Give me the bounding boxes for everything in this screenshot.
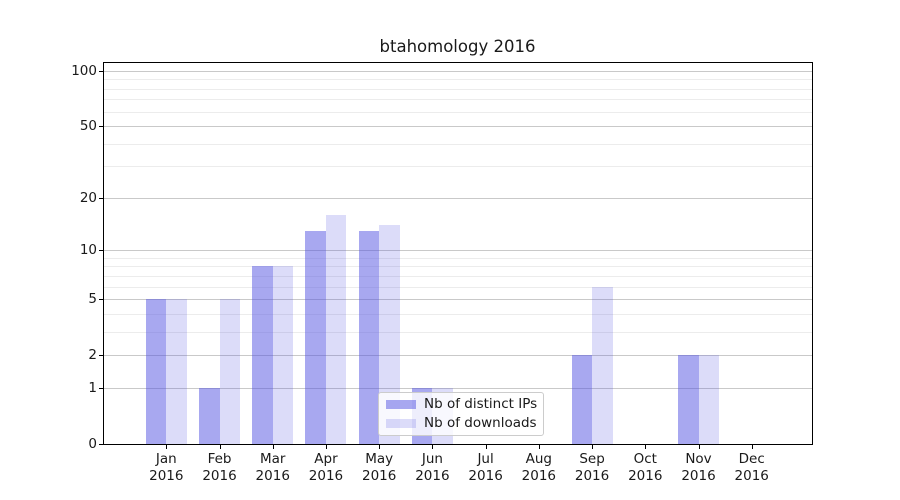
y-tick-label: 5 bbox=[88, 291, 97, 308]
bar-distinct-ips bbox=[358, 230, 380, 444]
bar-distinct-ips bbox=[252, 266, 273, 444]
x-tick-label: Jun 2016 bbox=[415, 451, 450, 484]
x-tick-label: Jan 2016 bbox=[149, 451, 184, 484]
gridline-minor bbox=[104, 313, 812, 315]
gridline-minor bbox=[104, 143, 812, 145]
gridline-minor bbox=[104, 275, 812, 277]
gridline-major bbox=[104, 250, 812, 252]
y-tick-mark bbox=[99, 299, 103, 301]
gridline-minor bbox=[104, 88, 812, 90]
y-tick-label: 50 bbox=[79, 118, 97, 135]
y-tick-mark bbox=[99, 387, 103, 389]
bar-downloads bbox=[219, 299, 241, 444]
bar-downloads bbox=[379, 225, 400, 444]
x-tick-label: May 2016 bbox=[361, 451, 397, 484]
y-tick-label: 10 bbox=[79, 242, 97, 259]
x-tick-mark bbox=[592, 445, 594, 449]
legend-label: Nb of downloads bbox=[424, 415, 537, 431]
y-tick-mark bbox=[99, 444, 103, 445]
bar-distinct-ips bbox=[145, 299, 167, 444]
legend-swatch-icon bbox=[386, 400, 416, 409]
y-tick-mark bbox=[99, 126, 103, 128]
x-tick-label: Dec 2016 bbox=[734, 451, 769, 484]
bar-distinct-ips bbox=[571, 355, 593, 444]
legend-label: Nb of distinct IPs bbox=[424, 396, 538, 412]
x-tick-label: Feb 2016 bbox=[202, 451, 237, 484]
gridline-minor bbox=[104, 111, 812, 113]
gridline-minor bbox=[104, 266, 812, 268]
x-tick-label: Oct 2016 bbox=[628, 451, 663, 484]
bar-downloads bbox=[325, 214, 347, 444]
y-tick-label: 20 bbox=[79, 189, 97, 206]
gridline-minor bbox=[104, 79, 812, 81]
y-tick-label: 2 bbox=[88, 347, 97, 364]
gridline-minor bbox=[104, 166, 812, 168]
gridline-minor bbox=[104, 99, 812, 101]
gridline-major bbox=[104, 355, 812, 357]
legend: Nb of distinct IPs Nb of downloads bbox=[378, 392, 544, 436]
gridline-minor bbox=[104, 257, 812, 259]
gridline-major bbox=[104, 197, 812, 199]
x-tick-label: Apr 2016 bbox=[308, 451, 344, 484]
gridline-major bbox=[104, 387, 812, 389]
y-tick-label: 0 bbox=[88, 436, 97, 452]
x-tick-mark bbox=[698, 445, 700, 449]
bar-distinct-ips bbox=[199, 387, 220, 444]
gridline-major bbox=[104, 299, 812, 301]
plot-spine-bottom bbox=[103, 444, 813, 445]
x-tick-label: Mar 2016 bbox=[255, 451, 290, 484]
bar-downloads bbox=[698, 355, 719, 444]
y-tick-label: 100 bbox=[71, 62, 97, 79]
bar-distinct-ips bbox=[305, 230, 326, 444]
chart-title: btahomology 2016 bbox=[379, 37, 536, 56]
x-tick-mark bbox=[379, 445, 381, 449]
plot-spine-left bbox=[103, 62, 104, 445]
x-tick-label: Aug 2016 bbox=[521, 451, 556, 484]
bar-downloads bbox=[272, 266, 294, 444]
legend-item: Nb of distinct IPs bbox=[386, 397, 543, 412]
x-tick-mark bbox=[538, 445, 540, 449]
x-tick-mark bbox=[485, 445, 487, 449]
y-tick-mark bbox=[99, 250, 103, 252]
y-tick-mark bbox=[99, 197, 103, 199]
x-tick-label: Jul 2016 bbox=[468, 451, 503, 484]
y-tick-label: 1 bbox=[88, 379, 97, 396]
x-tick-label: Sep 2016 bbox=[574, 451, 610, 484]
legend-item: Nb of downloads bbox=[386, 416, 543, 431]
gridline-minor bbox=[104, 331, 812, 333]
bar-distinct-ips bbox=[678, 355, 699, 444]
plot-spine-top bbox=[103, 62, 813, 63]
gridline-minor bbox=[104, 286, 812, 288]
legend-swatch-icon bbox=[386, 419, 416, 428]
x-tick-mark bbox=[432, 445, 434, 449]
gridline-major bbox=[104, 70, 812, 72]
bar-downloads bbox=[166, 299, 187, 444]
x-tick-mark bbox=[645, 445, 647, 449]
x-tick-mark bbox=[272, 445, 274, 449]
x-tick-mark bbox=[219, 445, 221, 449]
bar-downloads bbox=[592, 286, 613, 444]
x-tick-mark bbox=[751, 445, 753, 449]
plot-spine-right bbox=[812, 62, 813, 445]
y-tick-mark bbox=[99, 355, 103, 357]
x-tick-mark bbox=[166, 445, 168, 449]
x-tick-label: Nov 2016 bbox=[681, 451, 716, 484]
y-tick-mark bbox=[99, 70, 103, 72]
gridline-major bbox=[104, 126, 812, 128]
x-tick-mark bbox=[325, 445, 327, 449]
